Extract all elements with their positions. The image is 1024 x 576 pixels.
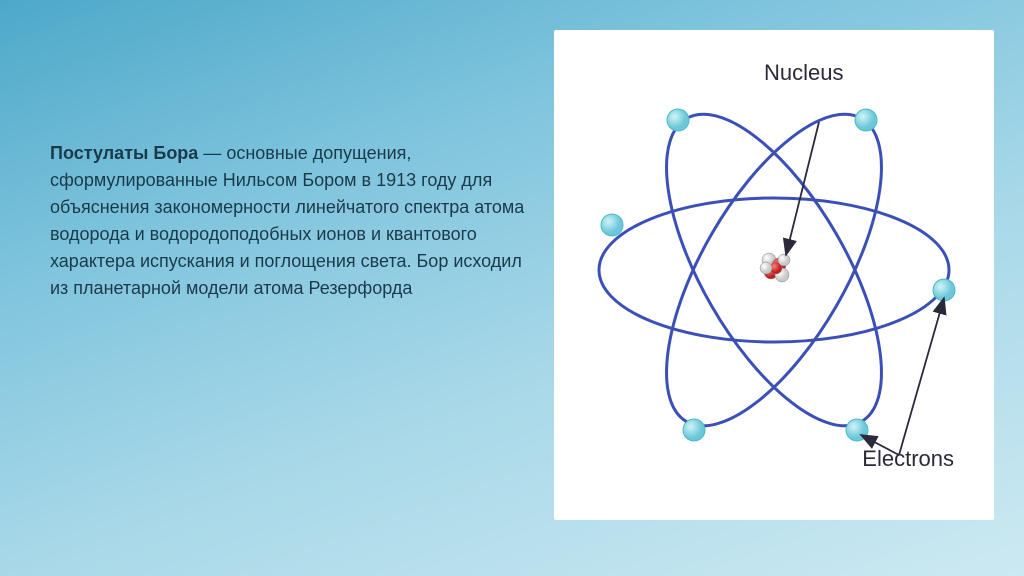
description-text: Постулаты Бора — основные допущения, сфо…	[50, 140, 530, 302]
atom-svg	[574, 60, 974, 480]
arrows	[786, 122, 944, 455]
atom-diagram: Nucleus Electrons	[554, 30, 994, 520]
body-text: — основные допущения, сформулированные Н…	[50, 143, 524, 298]
title-bold: Постулаты Бора	[50, 143, 198, 163]
electrons-label: Electrons	[862, 446, 954, 472]
nucleus-label: Nucleus	[764, 60, 843, 86]
nucleus	[760, 253, 790, 282]
